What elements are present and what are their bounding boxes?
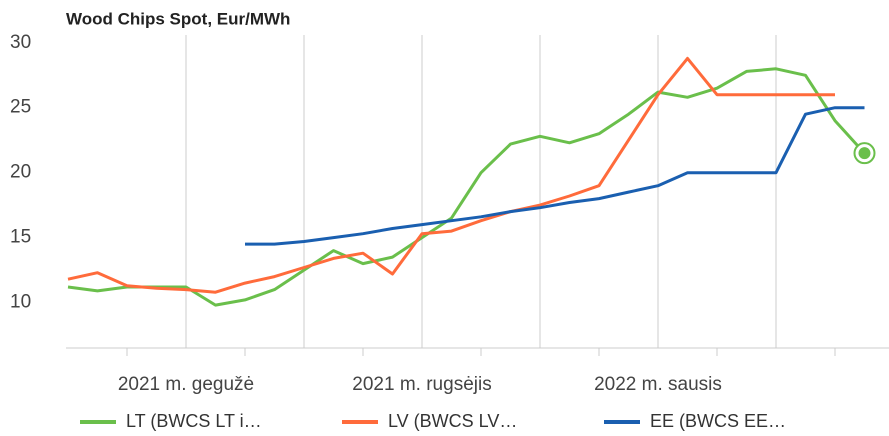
- y-tick-label: 15: [10, 227, 31, 248]
- legend-label: EE (BWCS EE…: [650, 411, 786, 431]
- chart-title: Wood Chips Spot, Eur/MWh: [66, 9, 290, 28]
- x-tick-label: 2022 m. sausis: [594, 374, 722, 395]
- series-line: [245, 106, 865, 246]
- y-tick-label: 10: [10, 292, 31, 313]
- y-tick-label: 30: [10, 32, 31, 53]
- x-tick-label: 2021 m. gegužė: [118, 374, 254, 395]
- x-tick-label: 2021 m. rugsėjis: [352, 374, 491, 395]
- series-line: [67, 67, 866, 307]
- y-tick-label: 20: [10, 162, 31, 183]
- end-marker: [858, 147, 871, 160]
- y-tick-label: 25: [10, 97, 31, 118]
- series-line: [67, 56, 835, 294]
- legend-label: LV (BWCS LV…: [388, 411, 517, 431]
- legend-label: LT (BWCS LT i…: [126, 411, 262, 431]
